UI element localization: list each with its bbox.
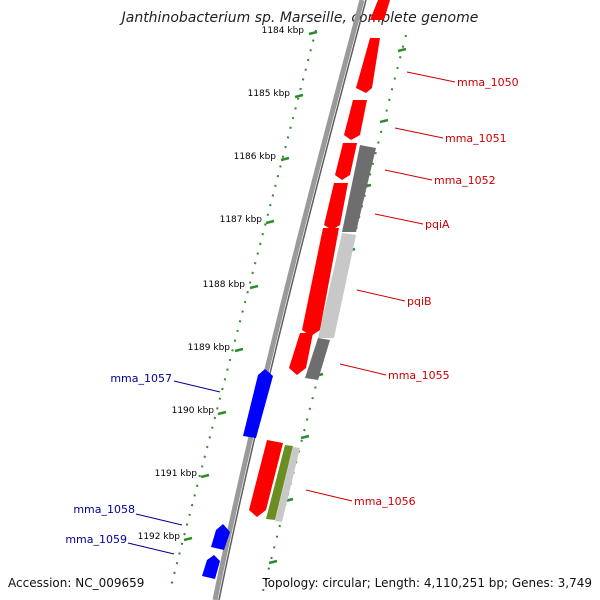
tick-label: 1190 kbp xyxy=(172,406,215,416)
gene-features xyxy=(202,0,390,579)
outer-tick-mark xyxy=(397,47,407,53)
tick-mark xyxy=(234,347,244,353)
tick-label: 1187 kbp xyxy=(220,215,263,225)
tick-mark xyxy=(217,410,227,416)
gene-label-mma-1051[interactable]: mma_1051 xyxy=(445,132,507,145)
gene-mma-1057[interactable] xyxy=(243,369,273,438)
feature-gray-1052 xyxy=(342,145,376,232)
gene-mma-1052[interactable] xyxy=(335,143,357,180)
gene-label-mma-1056[interactable]: mma_1056 xyxy=(354,495,416,508)
gene-pqiA[interactable] xyxy=(324,183,348,230)
genome-backbone-shadow xyxy=(218,0,367,600)
gene-mma-1056[interactable] xyxy=(249,440,283,517)
gene-mma-1051[interactable] xyxy=(344,100,367,140)
tick-label: 1184 kbp xyxy=(262,26,305,36)
feature-olive-1056 xyxy=(266,445,293,520)
tick-label: 1188 kbp xyxy=(203,280,246,290)
gene-pqiB[interactable] xyxy=(302,228,339,336)
map-title: Janthinobacterium sp. Marseille, complet… xyxy=(121,10,479,26)
tick-mark xyxy=(280,156,290,162)
outer-tick-mark xyxy=(300,434,310,440)
gene-label-mma-1059[interactable]: mma_1059 xyxy=(65,533,127,546)
tick-mark xyxy=(265,219,275,225)
accession-text: Accession: NC_009659 xyxy=(8,576,145,590)
gene-label-pqiB[interactable]: pqiB xyxy=(407,295,432,308)
gene-label-mma-1052[interactable]: mma_1052 xyxy=(434,174,496,187)
tick-mark xyxy=(308,30,318,36)
tick-label: 1185 kbp xyxy=(248,89,291,99)
feature-light-1056 xyxy=(275,447,300,522)
gene-label-mma-1050[interactable]: mma_1050 xyxy=(457,76,519,89)
gene-mma-1058[interactable] xyxy=(211,524,230,550)
gene-label-mma-1055[interactable]: mma_1055 xyxy=(388,369,450,382)
tick-mark xyxy=(183,536,193,542)
tick-labels: 1184 kbp 1185 kbp 1186 kbp 1187 kbp 1188… xyxy=(138,26,305,542)
feature-gray-1055 xyxy=(305,338,330,380)
tick-label: 1192 kbp xyxy=(138,532,181,542)
gene-mma-1055[interactable] xyxy=(289,333,313,375)
gene-label-mma-1058[interactable]: mma_1058 xyxy=(73,503,135,516)
tick-mark xyxy=(249,284,259,290)
tick-label: 1191 kbp xyxy=(155,469,198,479)
scale-ticks xyxy=(183,30,407,565)
genome-backbone xyxy=(212,0,365,600)
tick-mark xyxy=(294,93,304,99)
gene-mma-1050b[interactable] xyxy=(356,38,380,93)
gene-mma-1059[interactable] xyxy=(202,555,220,579)
outer-tick-mark xyxy=(268,559,278,565)
tick-mark xyxy=(200,473,210,479)
gene-label-mma-1057[interactable]: mma_1057 xyxy=(110,372,172,385)
feature-light-pqiB xyxy=(318,233,356,338)
outer-tick-mark xyxy=(379,118,389,124)
gene-labels: mma_1050 mma_1051 mma_1052 pqiA pqiB mma… xyxy=(65,76,518,546)
gene-mma-1050[interactable] xyxy=(370,0,390,20)
gene-label-pqiA[interactable]: pqiA xyxy=(425,218,450,231)
label-leaders xyxy=(127,71,456,555)
scale-ring-inner xyxy=(169,29,317,591)
topology-text: Topology: circular; Length: 4,110,251 bp… xyxy=(262,576,592,590)
tick-label: 1189 kbp xyxy=(188,343,231,353)
tick-label: 1186 kbp xyxy=(234,152,277,162)
